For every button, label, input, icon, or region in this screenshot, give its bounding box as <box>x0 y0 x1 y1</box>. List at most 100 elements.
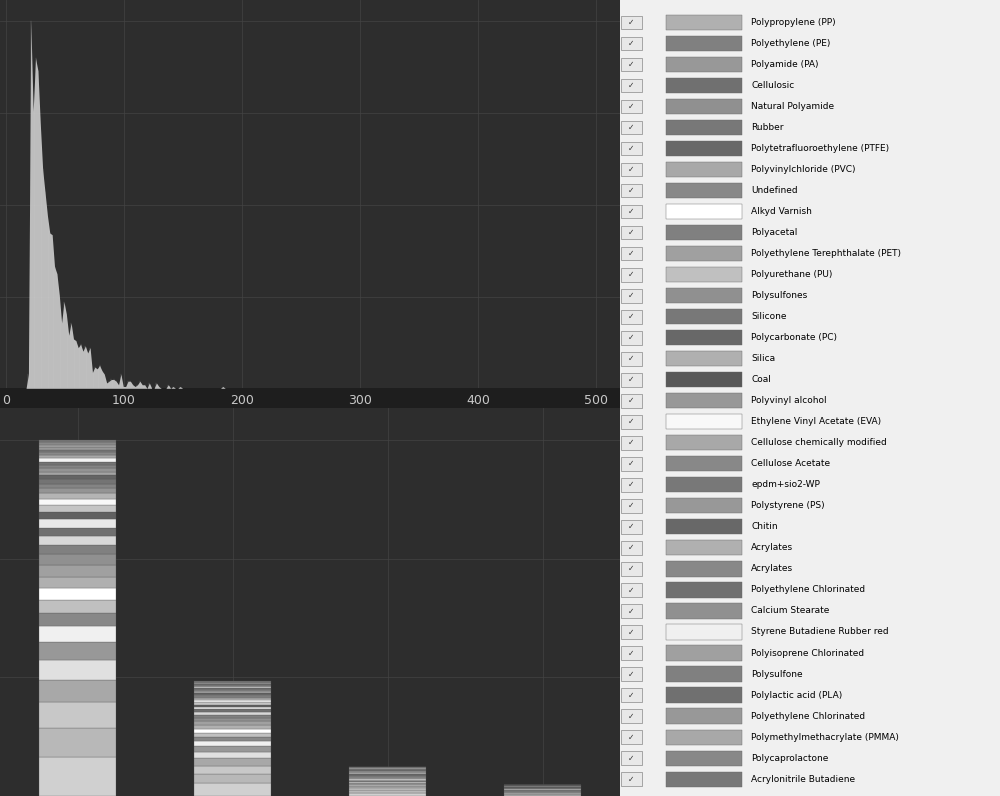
Text: ✓: ✓ <box>628 607 635 615</box>
Bar <box>666 393 742 408</box>
Bar <box>39 536 116 544</box>
Bar <box>194 709 271 712</box>
Bar <box>666 246 742 261</box>
Bar <box>621 121 642 135</box>
Bar <box>621 162 642 177</box>
Bar <box>194 733 271 737</box>
Bar <box>666 225 742 240</box>
Bar <box>39 577 116 588</box>
Bar <box>621 583 642 597</box>
Bar <box>194 694 271 695</box>
Bar <box>666 183 742 198</box>
Bar <box>39 680 116 702</box>
Text: ✓: ✓ <box>628 123 635 132</box>
Text: ✓: ✓ <box>628 754 635 763</box>
Bar <box>621 415 642 428</box>
Bar <box>621 352 642 365</box>
Bar <box>666 498 742 513</box>
Bar <box>194 692 271 693</box>
Bar <box>194 766 271 774</box>
Bar <box>39 462 116 465</box>
Text: ✓: ✓ <box>628 480 635 490</box>
Bar <box>194 729 271 733</box>
Bar <box>666 330 742 345</box>
Bar <box>621 16 642 29</box>
Bar <box>621 689 642 702</box>
Bar <box>621 247 642 260</box>
Bar <box>621 100 642 113</box>
Bar <box>194 737 271 741</box>
Bar <box>621 457 642 470</box>
Text: Rubber: Rubber <box>751 123 784 132</box>
Text: ✓: ✓ <box>628 649 635 657</box>
Text: Natural Polyamide: Natural Polyamide <box>751 102 834 111</box>
Bar <box>666 666 742 681</box>
Bar <box>39 588 116 600</box>
Bar <box>39 471 116 475</box>
Text: Acrylates: Acrylates <box>751 544 793 552</box>
Bar <box>39 483 116 488</box>
Text: Polystyrene (PS): Polystyrene (PS) <box>751 501 825 510</box>
Bar <box>39 447 116 450</box>
Bar <box>39 465 116 468</box>
Bar <box>621 331 642 345</box>
Bar <box>39 505 116 513</box>
Text: Polycarbonate (PC): Polycarbonate (PC) <box>751 334 837 342</box>
Bar <box>666 120 742 135</box>
Bar <box>666 351 742 366</box>
Text: Ethylene Vinyl Acetate (EVA): Ethylene Vinyl Acetate (EVA) <box>751 417 881 427</box>
Bar <box>194 707 271 709</box>
Bar <box>621 37 642 50</box>
Bar <box>39 488 116 493</box>
Bar <box>194 721 271 725</box>
Bar <box>666 771 742 786</box>
Text: ✓: ✓ <box>628 270 635 279</box>
Text: ✓: ✓ <box>628 207 635 217</box>
Text: Polylactic acid (PLA): Polylactic acid (PLA) <box>751 691 842 700</box>
Bar <box>39 468 116 471</box>
Bar <box>39 600 116 613</box>
Bar <box>621 373 642 387</box>
Text: ✓: ✓ <box>628 564 635 573</box>
Bar <box>666 478 742 493</box>
Text: ✓: ✓ <box>628 228 635 237</box>
Bar <box>666 288 742 303</box>
Text: Styrene Butadiene Rubber red: Styrene Butadiene Rubber red <box>751 627 889 637</box>
Bar <box>349 776 426 777</box>
Bar <box>666 603 742 618</box>
Bar <box>666 162 742 178</box>
Bar <box>666 708 742 724</box>
Bar <box>621 730 642 744</box>
Text: ✓: ✓ <box>628 39 635 48</box>
Bar <box>349 778 426 779</box>
Bar <box>666 561 742 576</box>
Text: Cellulose Acetate: Cellulose Acetate <box>751 459 830 468</box>
Bar <box>194 774 271 783</box>
Bar <box>39 520 116 528</box>
Bar <box>349 782 426 783</box>
Bar <box>39 626 116 642</box>
Text: Polyvinyl alcohol: Polyvinyl alcohol <box>751 396 827 405</box>
Bar <box>194 704 271 707</box>
Bar <box>666 540 742 556</box>
Bar <box>666 373 742 388</box>
Text: ✓: ✓ <box>628 585 635 595</box>
Bar <box>39 493 116 499</box>
Text: ✓: ✓ <box>628 627 635 637</box>
Text: ✓: ✓ <box>628 522 635 532</box>
Bar <box>194 741 271 747</box>
Text: Polysulfones: Polysulfones <box>751 291 807 300</box>
Bar <box>666 15 742 30</box>
Text: ✓: ✓ <box>628 691 635 700</box>
Bar <box>194 686 271 687</box>
Text: ✓: ✓ <box>628 312 635 322</box>
X-axis label: Particle diameter (μm): Particle diameter (μm) <box>221 412 399 427</box>
Text: Polyurethane (PU): Polyurethane (PU) <box>751 270 832 279</box>
Text: ✓: ✓ <box>628 334 635 342</box>
Bar <box>39 458 116 462</box>
Bar <box>666 309 742 324</box>
Bar <box>39 479 116 483</box>
Text: ✓: ✓ <box>628 102 635 111</box>
Bar <box>621 79 642 92</box>
Bar <box>194 687 271 689</box>
